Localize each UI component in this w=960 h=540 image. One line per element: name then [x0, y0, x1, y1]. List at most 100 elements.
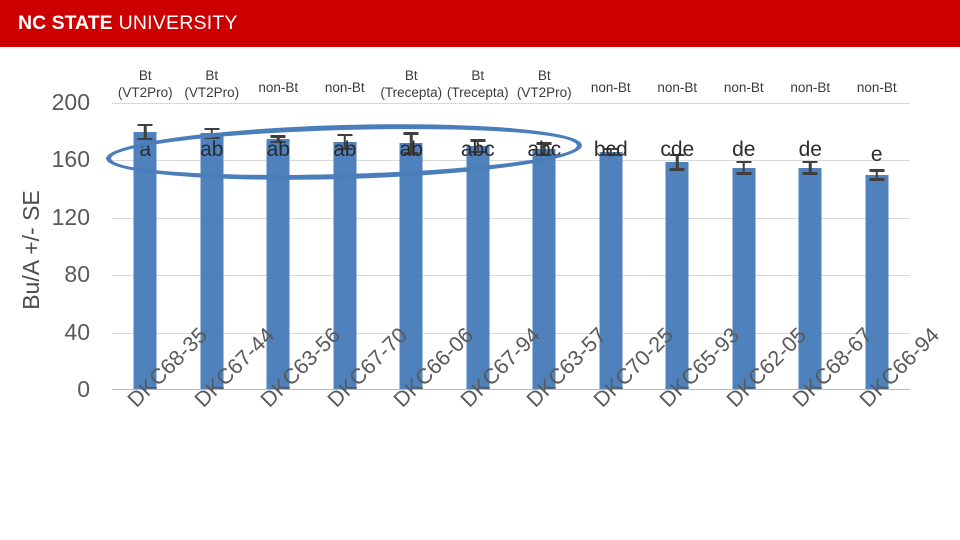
- trait-label: Bt (Trecepta): [435, 67, 521, 102]
- error-bar-cap-bottom: [470, 150, 486, 154]
- error-bar: [144, 124, 147, 139]
- x-axis-baseline: [112, 389, 910, 390]
- y-tick-label: 160: [51, 146, 90, 173]
- y-tick-label: 40: [64, 318, 90, 345]
- significance-letter: abc: [460, 138, 495, 161]
- y-tick-label: 80: [64, 261, 90, 288]
- gridline: [112, 103, 910, 104]
- significance-letter: e: [870, 143, 883, 167]
- bar-slot: [511, 103, 578, 390]
- significance-letter: a: [139, 138, 152, 161]
- error-bar-cap-top: [403, 132, 419, 135]
- error-bar-cap-bottom: [802, 172, 818, 175]
- bar-slot: [445, 103, 512, 390]
- error-bar-cap-top: [270, 135, 286, 138]
- y-tick-label: 0: [77, 376, 90, 402]
- significance-letter: cde: [660, 138, 695, 161]
- error-bar-cap-bottom: [736, 172, 752, 175]
- error-bar-cap-bottom: [270, 140, 286, 144]
- bar[interactable]: [399, 143, 423, 390]
- error-bar-cap-bottom: [603, 153, 619, 157]
- error-bar-cap-top: [204, 127, 220, 131]
- error-bar-cap-top: [669, 153, 685, 157]
- trait-label-line2: (VT2Pro): [516, 85, 572, 101]
- error-bar-cap-top: [603, 147, 619, 151]
- trait-label-line1: Bt: [205, 68, 219, 83]
- error-bar-cap-bottom: [669, 168, 685, 171]
- error-bar-cap-bottom: [137, 137, 153, 141]
- error-bar: [343, 134, 346, 149]
- trait-label-line2: (VT2Pro): [184, 85, 240, 101]
- trait-label: non-Bt: [657, 80, 698, 95]
- error-bar: [676, 154, 679, 169]
- error-bar: [809, 161, 812, 174]
- trait-label: non-Bt: [790, 80, 831, 95]
- bar[interactable]: [865, 174, 889, 390]
- bar[interactable]: [133, 131, 157, 390]
- bar-slot: [112, 103, 179, 390]
- trait-label: non-Bt: [723, 80, 764, 95]
- error-bar: [476, 140, 479, 152]
- error-bar-cap-top: [736, 160, 752, 164]
- trait-label: non-Bt: [856, 80, 897, 95]
- nc-state-header-banner: NC STATE UNIVERSITY: [0, 0, 960, 47]
- bar[interactable]: [266, 138, 290, 390]
- error-bar-cap-bottom: [204, 136, 220, 139]
- trait-label: Bt (Trecepta): [368, 67, 454, 102]
- trait-label-line2: (VT2Pro): [117, 85, 173, 101]
- trait-label: non-Bt: [324, 80, 365, 95]
- bar-slot: [378, 103, 445, 390]
- error-bar-cap-bottom: [337, 147, 353, 151]
- error-bar: [210, 128, 213, 138]
- bar-slot: [711, 103, 778, 390]
- bar-slot: [644, 103, 711, 390]
- significance-letter: abc: [527, 138, 562, 161]
- bar[interactable]: [532, 148, 556, 390]
- error-bar: [277, 136, 280, 142]
- bar[interactable]: [333, 141, 357, 390]
- bar[interactable]: [732, 167, 756, 390]
- error-bar: [410, 133, 413, 154]
- y-tick-label: 200: [51, 89, 90, 115]
- gridline: [112, 217, 910, 219]
- error-bar-cap-bottom: [869, 178, 885, 181]
- nc-state-wordmark: NC STATE UNIVERSITY: [18, 12, 238, 35]
- trait-label-line1: Bt: [404, 68, 418, 83]
- gridline: [112, 275, 910, 277]
- wordmark-university: UNIVERSITY: [118, 12, 238, 34]
- y-axis-tick-labels: 0 40 80 120 160 200: [28, 47, 90, 447]
- error-bar: [875, 170, 878, 180]
- significance-letter: de: [798, 138, 822, 161]
- error-bar: [543, 143, 546, 155]
- error-bar: [742, 161, 745, 174]
- bar[interactable]: [200, 133, 224, 390]
- plot-area: [112, 103, 910, 390]
- gridline: [112, 332, 910, 334]
- significance-letter: ab: [333, 138, 357, 161]
- trait-label: Bt (VT2Pro): [169, 67, 255, 102]
- error-bar-cap-top: [869, 169, 885, 172]
- trait-label-line1: Bt: [537, 68, 551, 83]
- significance-letter: ab: [399, 138, 423, 161]
- error-bar-cap-top: [137, 123, 153, 127]
- error-bar-cap-top: [802, 160, 818, 164]
- trait-label: non-Bt: [258, 80, 299, 95]
- bar-slot: [179, 103, 246, 390]
- trait-label-line2: (Trecepta): [446, 85, 509, 101]
- trait-label-line1: Bt: [471, 68, 485, 83]
- bar-slot: [844, 103, 911, 390]
- bar[interactable]: [798, 167, 822, 390]
- bar[interactable]: [665, 161, 689, 390]
- significance-letter: de: [732, 138, 756, 161]
- trait-label-line1: Bt: [138, 68, 152, 83]
- bar-slot: [245, 103, 312, 390]
- bar-slot: [312, 103, 379, 390]
- wordmark-nc-state: NC STATE: [18, 12, 113, 34]
- bar-slot: [578, 103, 645, 390]
- significance-letter: ab: [266, 138, 290, 161]
- bar[interactable]: [466, 146, 490, 390]
- error-bar-cap-top: [337, 133, 353, 137]
- bar[interactable]: [599, 151, 623, 390]
- error-bar: [609, 148, 612, 155]
- error-bar-cap-top: [470, 139, 486, 142]
